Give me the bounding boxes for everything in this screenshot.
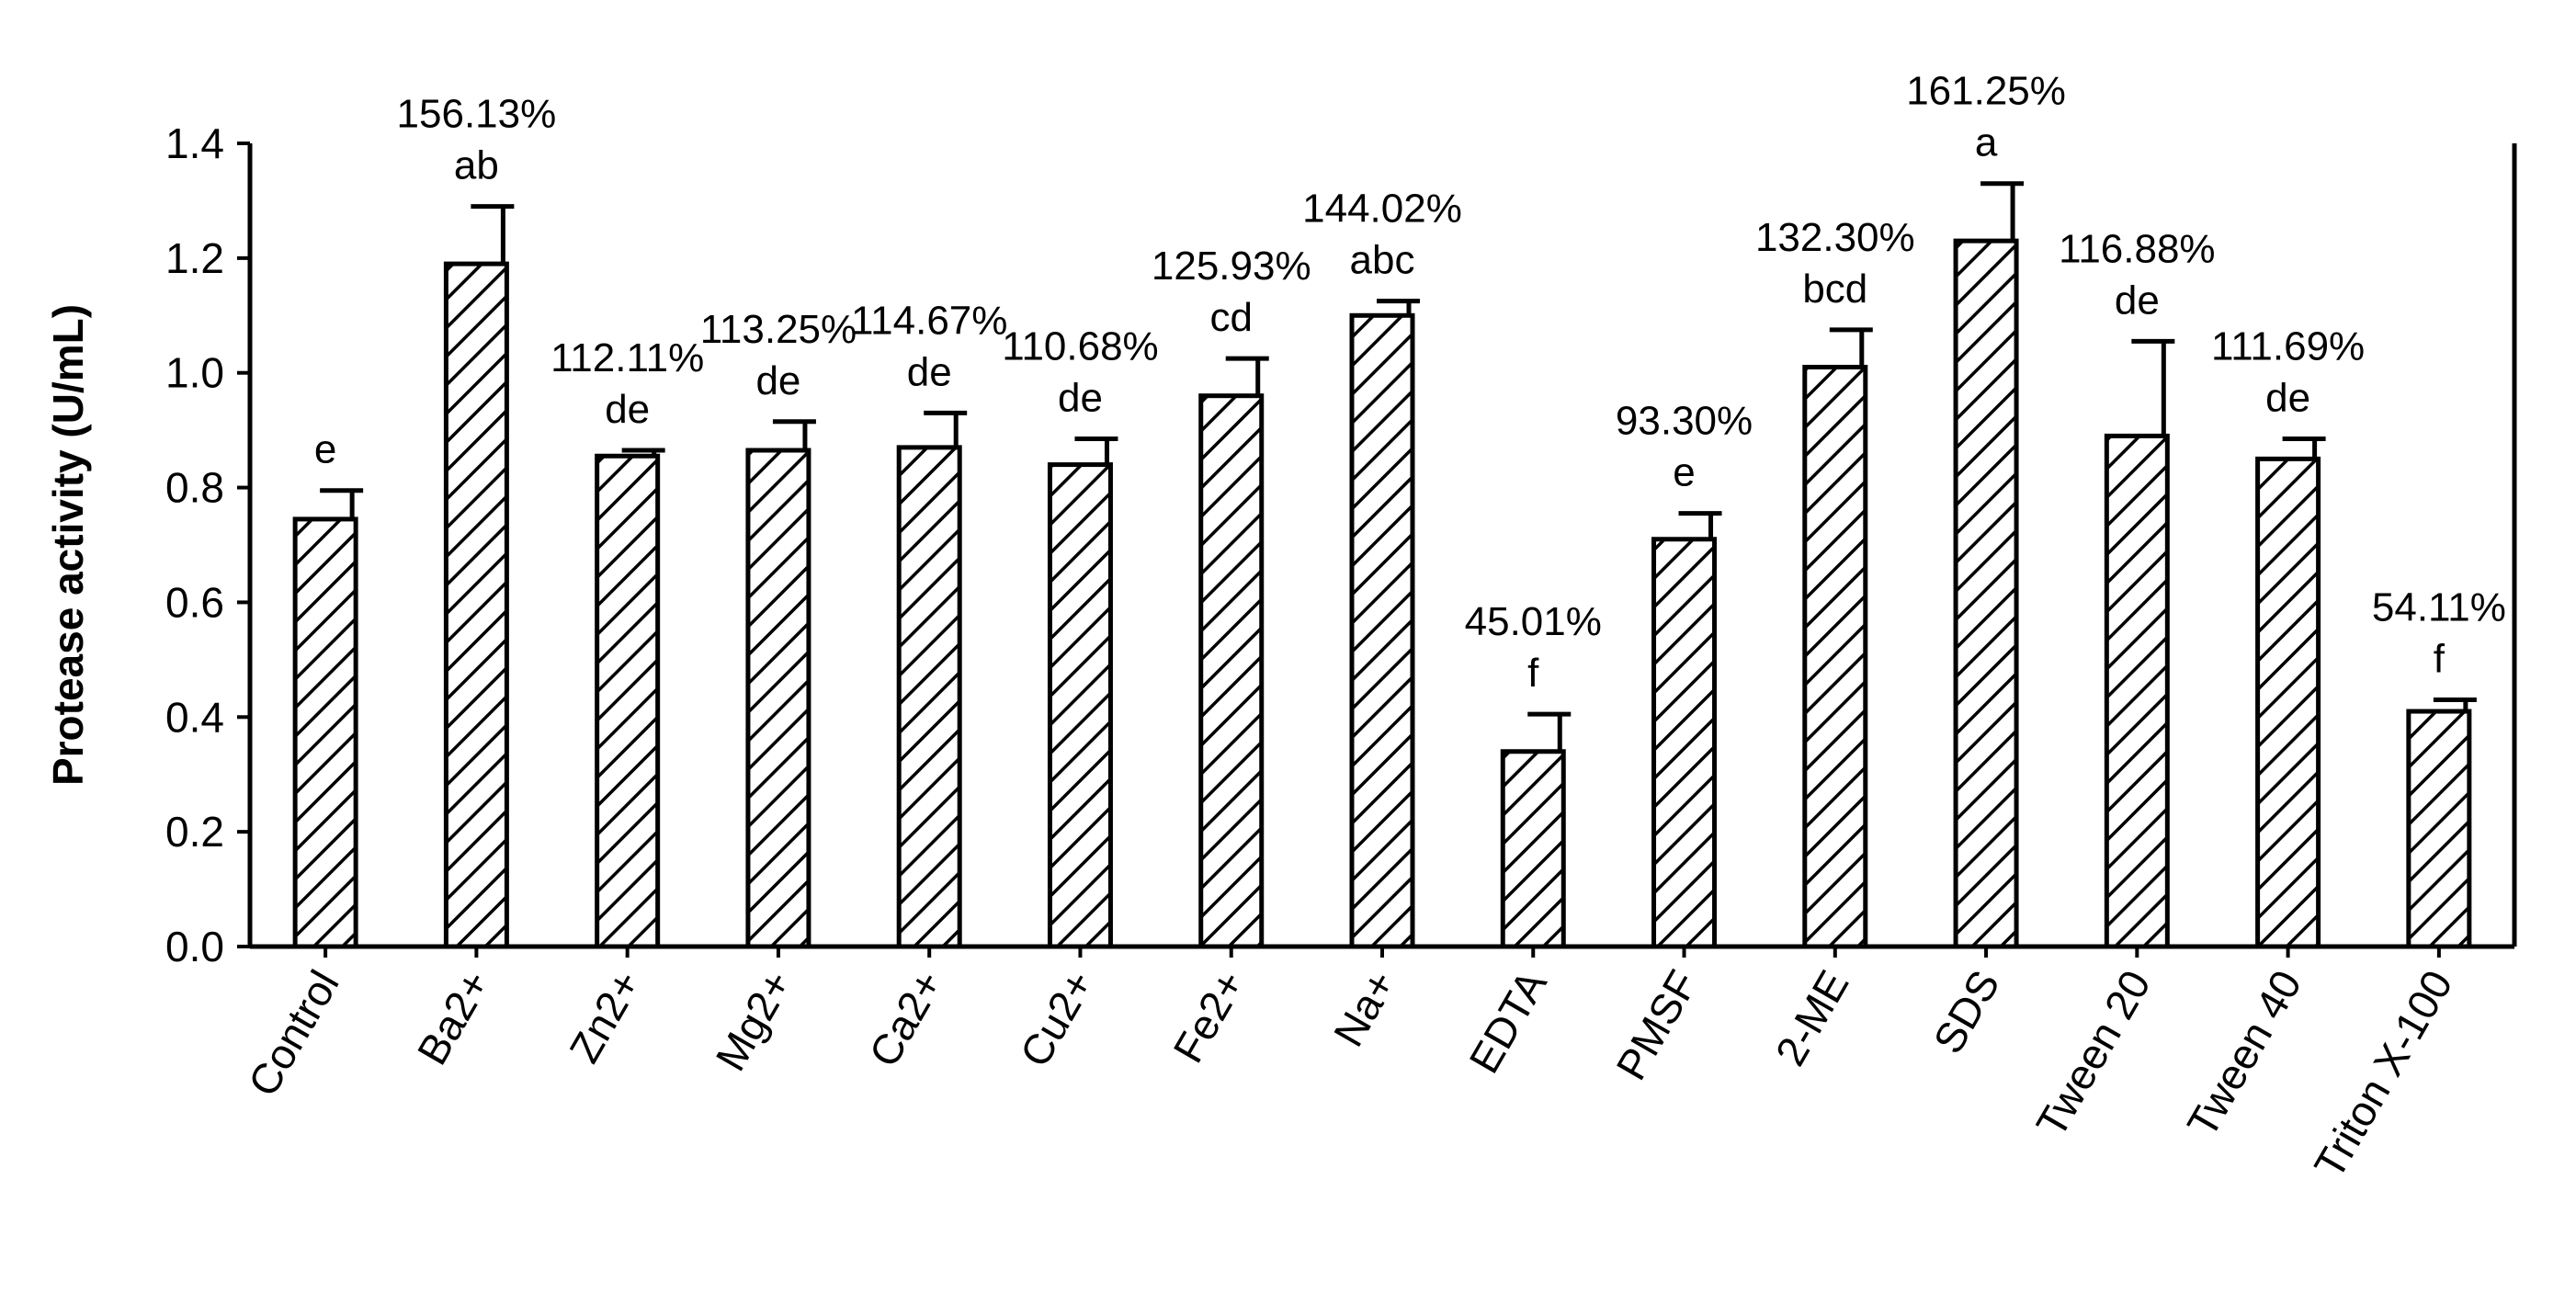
category-label: Control [239,962,348,1104]
bar [1802,364,1868,949]
category-label: Tween 20 [2026,962,2160,1145]
significance-label: e [314,427,336,472]
significance-label: ab [454,143,499,188]
percent-label: 156.13% [397,92,557,137]
significance-label: bcd [1802,267,1867,312]
percent-label: 125.93% [1152,244,1311,289]
significance-label: e [1673,450,1695,495]
bar [443,261,509,949]
percent-label: 110.68% [1002,324,1158,369]
percent-label: 132.30% [1755,215,1915,260]
significance-label: abc [1350,238,1415,283]
bar [1349,312,1415,949]
percent-label: 116.88% [2059,226,2215,271]
significance-label: a [1975,120,1998,165]
y-tick-label: 0.0 [165,923,224,970]
y-tick-label: 1.4 [165,119,224,167]
category-label: EDTA [1459,962,1556,1082]
y-axis-label: Protease activity (U/mL) [44,304,92,786]
category-label: Cu2+ [1010,962,1103,1074]
percent-label: 144.02% [1302,187,1462,232]
bar [1047,462,1113,949]
significance-label: de [2115,278,2160,323]
percent-label: 112.11% [550,335,704,380]
y-tick-label: 1.2 [165,234,224,282]
significance-label: de [755,358,800,403]
y-tick-label: 1.0 [165,349,224,397]
bar [745,448,811,949]
bar [292,516,358,949]
significance-label: de [1058,376,1103,421]
bar [896,445,962,949]
category-label: Mg2+ [706,962,800,1079]
y-tick-label: 0.4 [165,693,224,741]
significance-label: f [2434,637,2445,682]
percent-label: 93.30% [1616,399,1753,444]
category-label: Ca2+ [859,962,952,1074]
bar [2255,456,2321,949]
category-label: Tween 40 [2177,962,2310,1145]
significance-label: de [907,349,952,394]
category-label: Zn2+ [560,962,650,1071]
significance-label: f [1527,651,1539,696]
category-label: Fe2+ [1163,962,1254,1071]
category-label: 2-ME [1765,962,1857,1073]
category-label: Triton X-100 [2305,962,2462,1186]
bars [292,181,2477,949]
category-label: PMSF [1606,962,1707,1088]
percent-label: 45.01% [1465,599,1602,644]
bar [1198,393,1265,949]
significance-label: de [605,387,650,432]
bar [1500,749,1566,949]
percent-label: 54.11% [2372,585,2506,630]
bar [1651,537,1718,949]
percent-label: 114.67% [851,298,1007,343]
category-label: Na+ [1324,962,1405,1054]
bar [1953,238,2019,949]
significance-label: cd [1209,295,1252,340]
bar [595,453,661,949]
percent-label: 113.25% [700,307,857,352]
bar [2406,709,2472,949]
y-tick-label: 0.6 [165,578,224,626]
y-tick-label: 0.2 [165,808,224,856]
category-label: Ba2+ [408,962,499,1072]
bar [2104,433,2170,949]
percent-label: 111.69% [2211,324,2365,369]
category-label: SDS [1923,962,2008,1061]
percent-label: 161.25% [1906,69,2066,114]
y-tick-label: 0.8 [165,464,224,512]
significance-label: de [2265,376,2310,421]
